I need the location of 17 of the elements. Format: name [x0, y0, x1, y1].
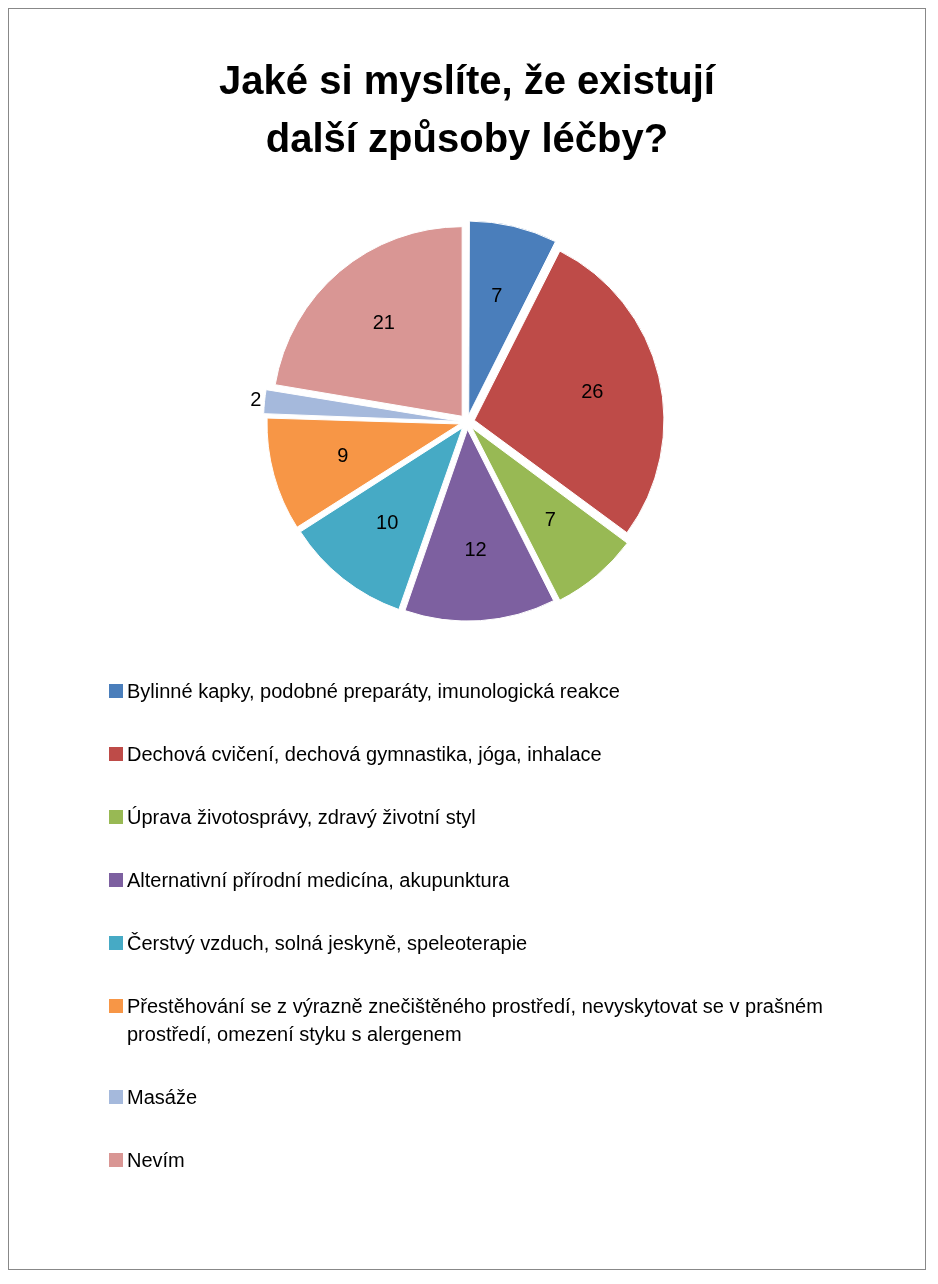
data-label: 12 [464, 538, 487, 561]
data-label: 9 [337, 443, 349, 466]
legend-label: Masáže [127, 1085, 198, 1110]
data-label: 26 [581, 379, 604, 402]
chart-title: Jaké si myslíte, že existují další způsoby léčby? [218, 57, 717, 162]
data-label: 10 [376, 510, 399, 533]
legend-label: Bylinné kapky, podobné preparáty, imunologická reakce [127, 679, 620, 704]
data-label: 2 [250, 388, 262, 411]
legend-label: Nevím [127, 1148, 185, 1173]
data-label: 7 [491, 284, 503, 307]
data-label: 7 [544, 507, 556, 530]
legend-label: Čerstvý vzduch, solná jeskyně, speleoterapie [127, 931, 528, 956]
legend-label: Úprava životosprávy, zdravý životní styl [127, 805, 476, 830]
legend-label: Přestěhování se z výrazně znečištěného prostředí, nevyskytovat se v prašném prostředí, omezení styku s alergenem [127, 994, 824, 1047]
data-label: 21 [372, 311, 395, 334]
legend-label: Dechová cvičení, dechová gymnastika, jóga, inhalace [127, 742, 602, 767]
legend-label: Alternativní přírodní medicína, akupunktura [127, 868, 510, 893]
